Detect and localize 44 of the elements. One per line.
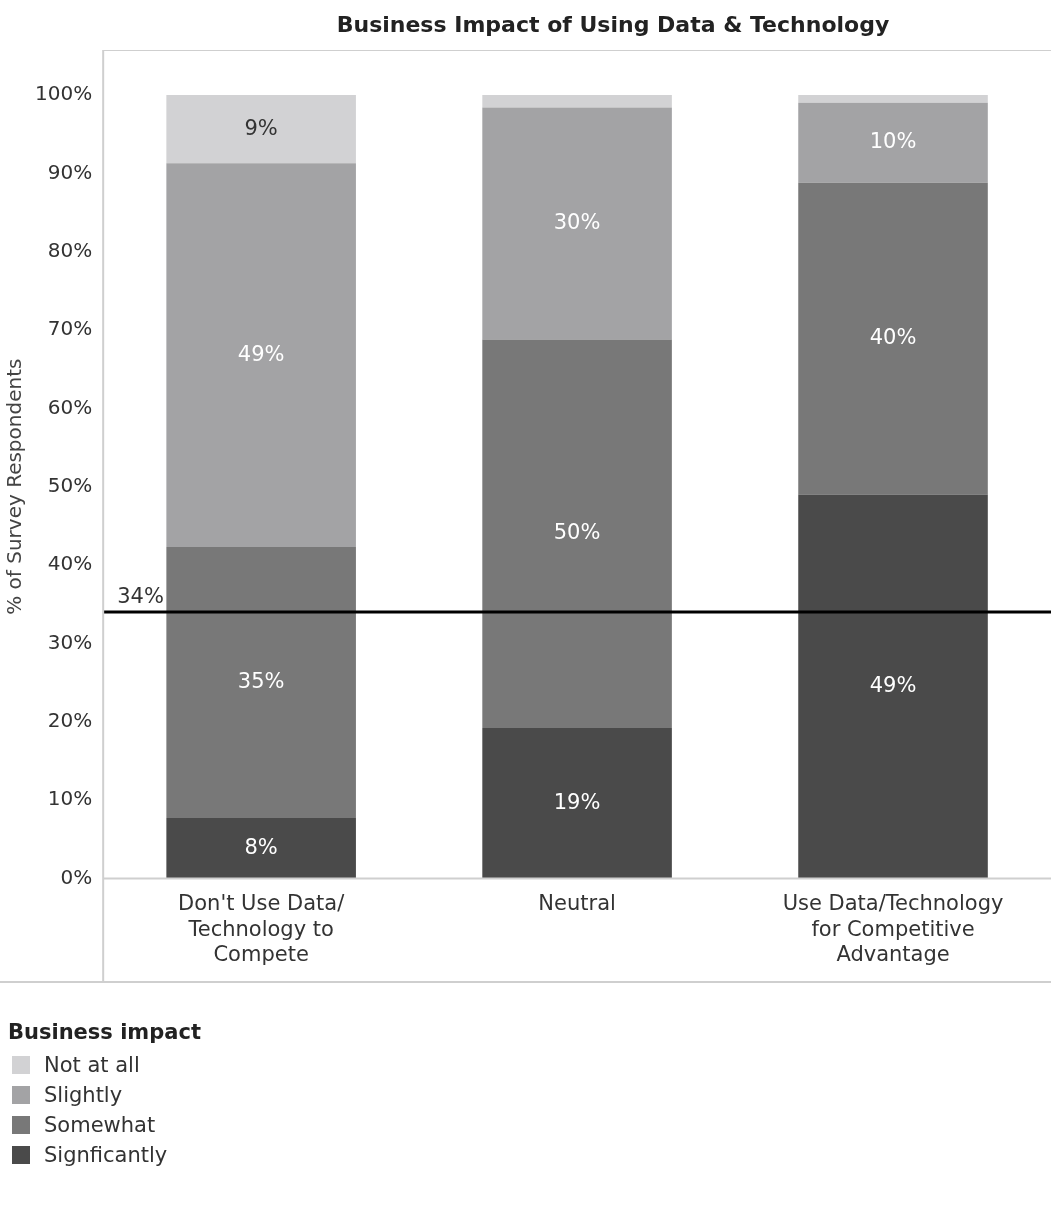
y-tick-label: 10%	[47, 786, 93, 811]
y-tick-label: 70%	[47, 316, 93, 341]
x-tick-label: Use Data/Technology for Competitive Advantage	[782, 891, 1004, 966]
chart-title: Business Impact of Using Data & Technology	[335, 12, 891, 37]
bar	[166, 818, 356, 879]
bar	[482, 107, 672, 340]
bar	[166, 163, 356, 548]
y-tick-label: 80%	[47, 237, 93, 262]
legend-title: Business impact	[8, 1020, 201, 1044]
data-label: 49%	[869, 672, 917, 697]
bar	[166, 95, 356, 164]
legend-label: Somewhat	[44, 1113, 156, 1137]
data-label: 35%	[237, 669, 285, 693]
data-label: 9%	[244, 115, 278, 140]
data-label: 50%	[553, 520, 601, 545]
y-tick-label: 30%	[47, 629, 93, 654]
bar	[482, 95, 672, 108]
bar	[798, 102, 988, 183]
ref-line-label: 34%	[117, 584, 164, 608]
x-tick-label: Don't Use Data/ Technology to Compete	[178, 891, 346, 966]
bar	[166, 547, 356, 819]
y-tick-label: 40%	[47, 551, 93, 576]
legend-label: Signficantly	[44, 1143, 168, 1167]
legend-label: Not at all	[44, 1053, 140, 1077]
data-label: 19%	[553, 789, 601, 814]
legend-label: Slightly	[44, 1083, 123, 1107]
bar	[798, 182, 988, 495]
bar	[482, 339, 672, 728]
bar	[482, 727, 672, 879]
data-label: 10%	[869, 129, 917, 154]
data-label: 49%	[237, 341, 285, 366]
y-tick-label: 90%	[47, 159, 93, 184]
data-label: 40%	[869, 325, 917, 350]
y-tick-label: 20%	[47, 707, 93, 732]
y-tick-label: 0%	[60, 864, 93, 889]
y-tick-label: 50%	[47, 472, 93, 497]
x-tick-label: Neutral	[538, 891, 616, 916]
bar	[798, 95, 988, 103]
y-tick-label: 60%	[47, 394, 93, 419]
bar	[798, 494, 988, 879]
data-label: 30%	[553, 209, 601, 234]
data-label: 8%	[244, 834, 278, 859]
y-axis-title: % of Survey Respondents	[2, 358, 27, 615]
y-tick-label: 100%	[34, 81, 93, 106]
